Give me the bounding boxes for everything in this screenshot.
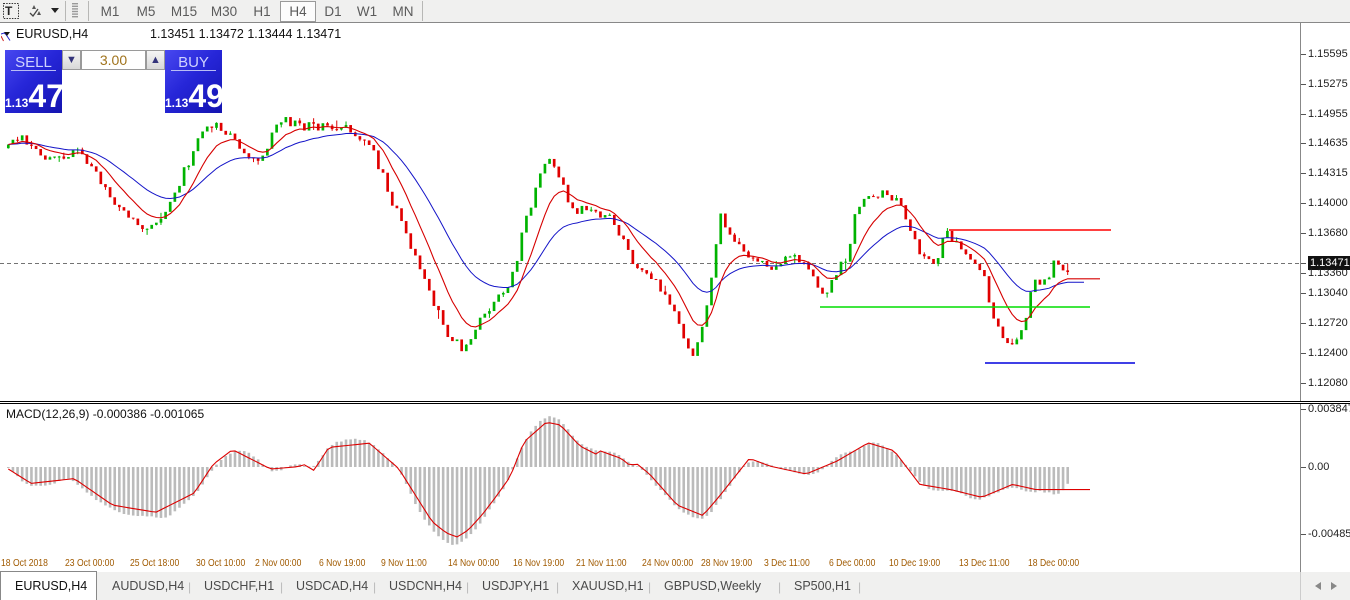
svg-text:T: T (5, 4, 13, 18)
